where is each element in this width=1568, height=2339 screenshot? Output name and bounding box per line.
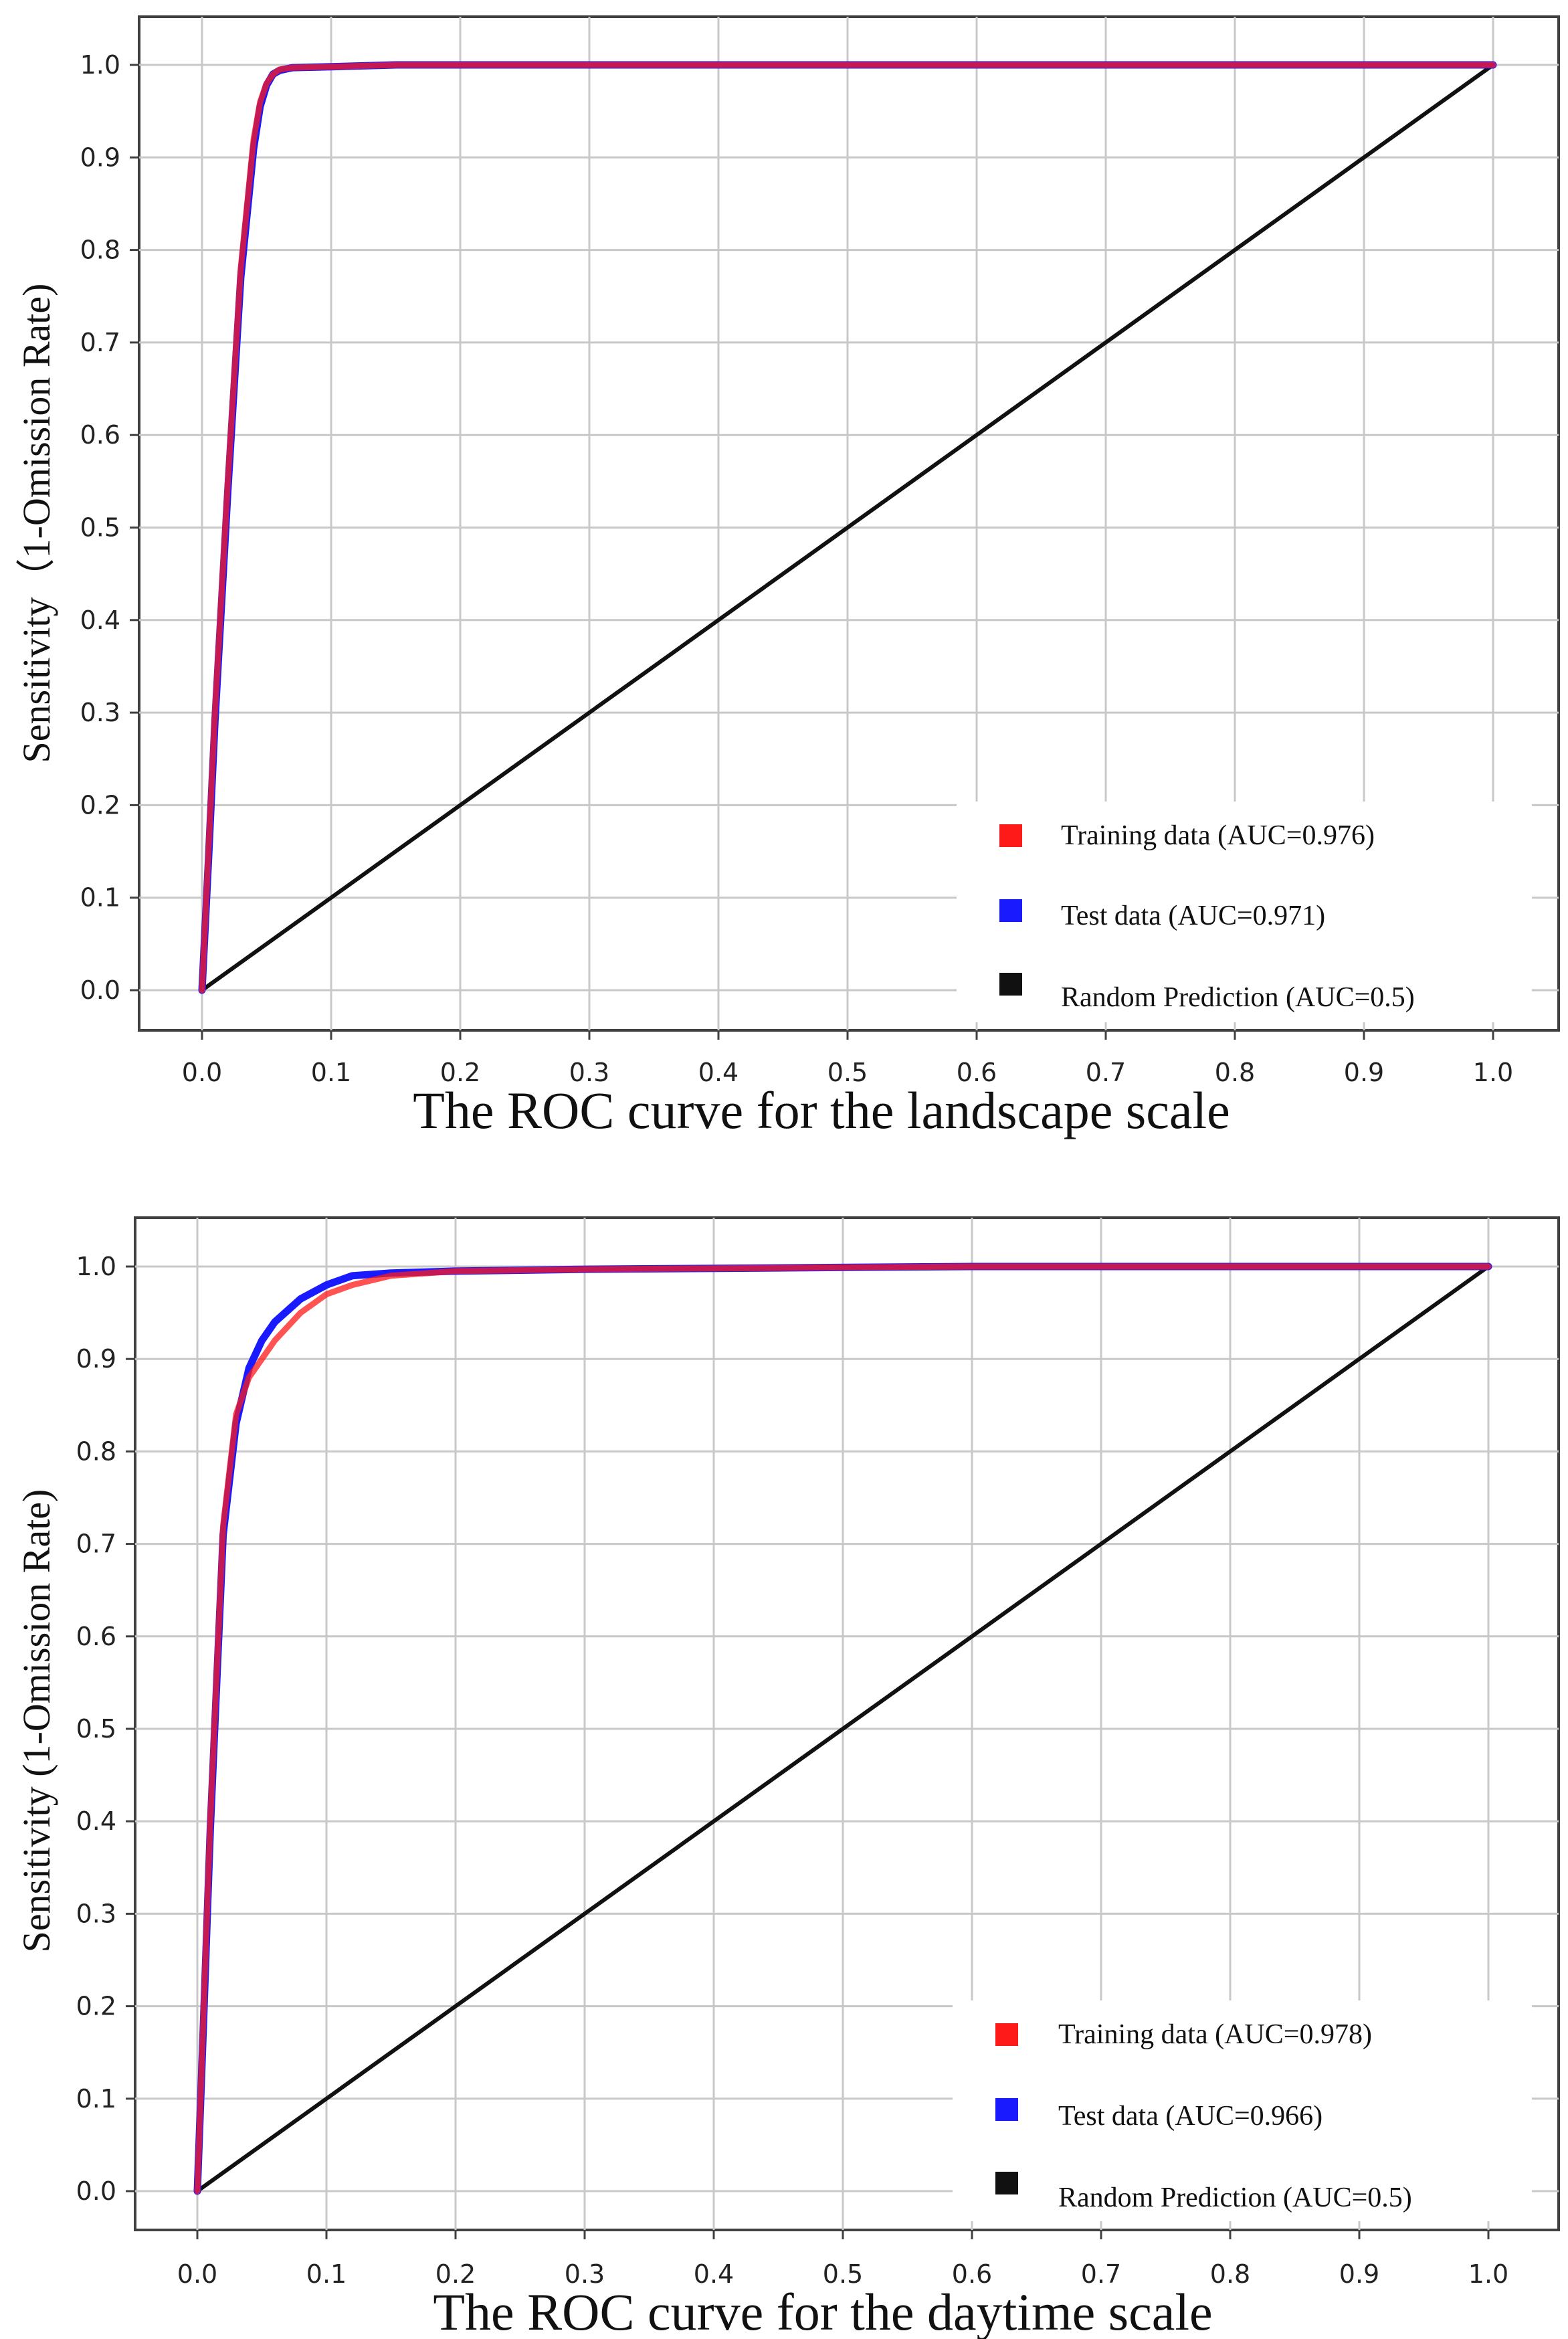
series-training-line: [194, 1263, 1492, 2194]
y-axis-label: Sensitivity（1-Omission Rate): [15, 284, 58, 763]
legend-marker-training: [995, 2023, 1018, 2046]
legend: Training data (AUC=0.978) Test data (AUC…: [953, 2000, 1532, 2221]
y-tick-label: 0.8: [80, 236, 120, 265]
x-tick-label: 0.5: [823, 2259, 863, 2289]
x-tick-label: 0.1: [306, 2259, 347, 2289]
y-tick-label: 0.0: [80, 975, 120, 1005]
y-tick-label: 0.0: [76, 2176, 116, 2206]
legend: Training data (AUC=0.976) Test data (AUC…: [957, 802, 1532, 1022]
y-tick-label: 0.6: [76, 1622, 116, 1651]
x-tick-label: 0.4: [698, 1058, 739, 1087]
series-random-line: [195, 1265, 1490, 2193]
y-tick-label: 0.9: [80, 143, 120, 172]
legend-background: [953, 2000, 1532, 2221]
y-tick-label: 0.2: [80, 790, 120, 820]
y-tick-label: 0.5: [80, 513, 120, 543]
x-tick-label: 0.6: [957, 1058, 997, 1087]
y-tick-label: 0.2: [76, 1992, 116, 2021]
x-tick-label: 0.7: [1081, 2259, 1121, 2289]
y-tick-label: 0.4: [80, 605, 120, 635]
y-tick-label: 0.9: [76, 1344, 116, 1374]
y-tick-label: 0.1: [76, 2084, 116, 2114]
y-tick-label: 1.0: [76, 1252, 116, 1281]
x-tick-label: 0.0: [177, 2259, 217, 2289]
y-tick-label: 0.7: [76, 1529, 116, 1559]
x-tick-label: 0.2: [440, 1058, 480, 1087]
y-tick-label: 0.4: [76, 1806, 116, 1836]
legend-background: [957, 802, 1532, 1022]
legend-label-test: Test data (AUC=0.971): [1061, 901, 1325, 931]
x-tick-label: 0.5: [827, 1058, 868, 1087]
x-tick-labels: 0.0 0.1 0.2 0.3 0.4 0.5 0.6 0.7 0.8 0.9 1.0: [182, 1030, 1513, 1087]
chart-title: The ROC curve for the landscape scale: [413, 1081, 1230, 1139]
x-tick-label: 0.6: [952, 2259, 992, 2289]
x-tick-label: 1.0: [1468, 2259, 1508, 2289]
y-tick-label: 0.3: [76, 1899, 116, 1928]
legend-label-random: Random Prediction (AUC=0.5): [1061, 982, 1415, 1013]
roc-series: [193, 1262, 1492, 2195]
x-tick-label: 0.0: [182, 1058, 222, 1087]
daytime-roc-panel: 0.0 0.1 0.2 0.3 0.4 0.5 0.6 0.7 0.8 0.9 1.0 0.0 0.1…: [15, 1216, 1560, 2339]
legend-label-training: Training data (AUC=0.978): [1058, 2019, 1372, 2050]
x-tick-label: 0.1: [311, 1058, 351, 1087]
x-tick-label: 0.3: [565, 2259, 605, 2289]
x-tick-label: 0.3: [569, 1058, 609, 1087]
y-tick-label: 0.6: [80, 420, 120, 450]
legend-marker-training: [999, 824, 1022, 847]
x-tick-label: 0.9: [1344, 1058, 1384, 1087]
y-tick-labels: 0.0 0.1 0.2 0.3 0.4 0.5 0.6 0.7 0.8 0.9 1.0: [76, 1252, 135, 2206]
landscape-roc-panel: 0.0 0.1 0.2 0.3 0.4 0.5 0.6 0.7 0.8 0.9 1.0 0.0 0.1…: [15, 15, 1560, 1139]
series-training-line: [199, 62, 1496, 994]
x-tick-label: 0.9: [1339, 2259, 1379, 2289]
chart-title: The ROC curve for the daytime scale: [433, 2283, 1212, 2339]
legend-marker-random: [995, 2172, 1018, 2194]
x-tick-label: 0.7: [1086, 1058, 1126, 1087]
y-tick-label: 0.5: [76, 1714, 116, 1744]
legend-label-test: Test data (AUC=0.966): [1058, 2101, 1322, 2132]
legend-marker-test: [999, 899, 1022, 922]
y-tick-label: 0.1: [80, 883, 120, 913]
legend-marker-test: [995, 2098, 1018, 2121]
x-tick-label: 1.0: [1473, 1058, 1513, 1087]
legend-label-random: Random Prediction (AUC=0.5): [1058, 2182, 1412, 2213]
y-tick-label: 0.7: [80, 328, 120, 357]
series-random-line: [200, 63, 1495, 992]
y-tick-label: 0.8: [76, 1436, 116, 1466]
y-tick-labels: 0.0 0.1 0.2 0.3 0.4 0.5 0.6 0.7 0.8 0.9 1.0: [80, 50, 139, 1005]
x-tick-label: 0.4: [694, 2259, 734, 2289]
x-tick-labels: 0.0 0.1 0.2 0.3 0.4 0.5 0.6 0.7 0.8 0.9 1.0: [177, 2230, 1508, 2289]
legend-label-training: Training data (AUC=0.976): [1061, 820, 1375, 851]
y-tick-label: 0.3: [80, 698, 120, 727]
roc-series: [198, 61, 1497, 994]
x-tick-label: 0.2: [435, 2259, 476, 2289]
y-tick-label: 1.0: [80, 50, 120, 80]
x-tick-label: 0.8: [1210, 2259, 1250, 2289]
legend-marker-random: [999, 973, 1022, 996]
y-axis-label: Sensitivity (1-Omission Rate): [15, 1489, 58, 1953]
x-tick-label: 0.8: [1215, 1058, 1255, 1087]
